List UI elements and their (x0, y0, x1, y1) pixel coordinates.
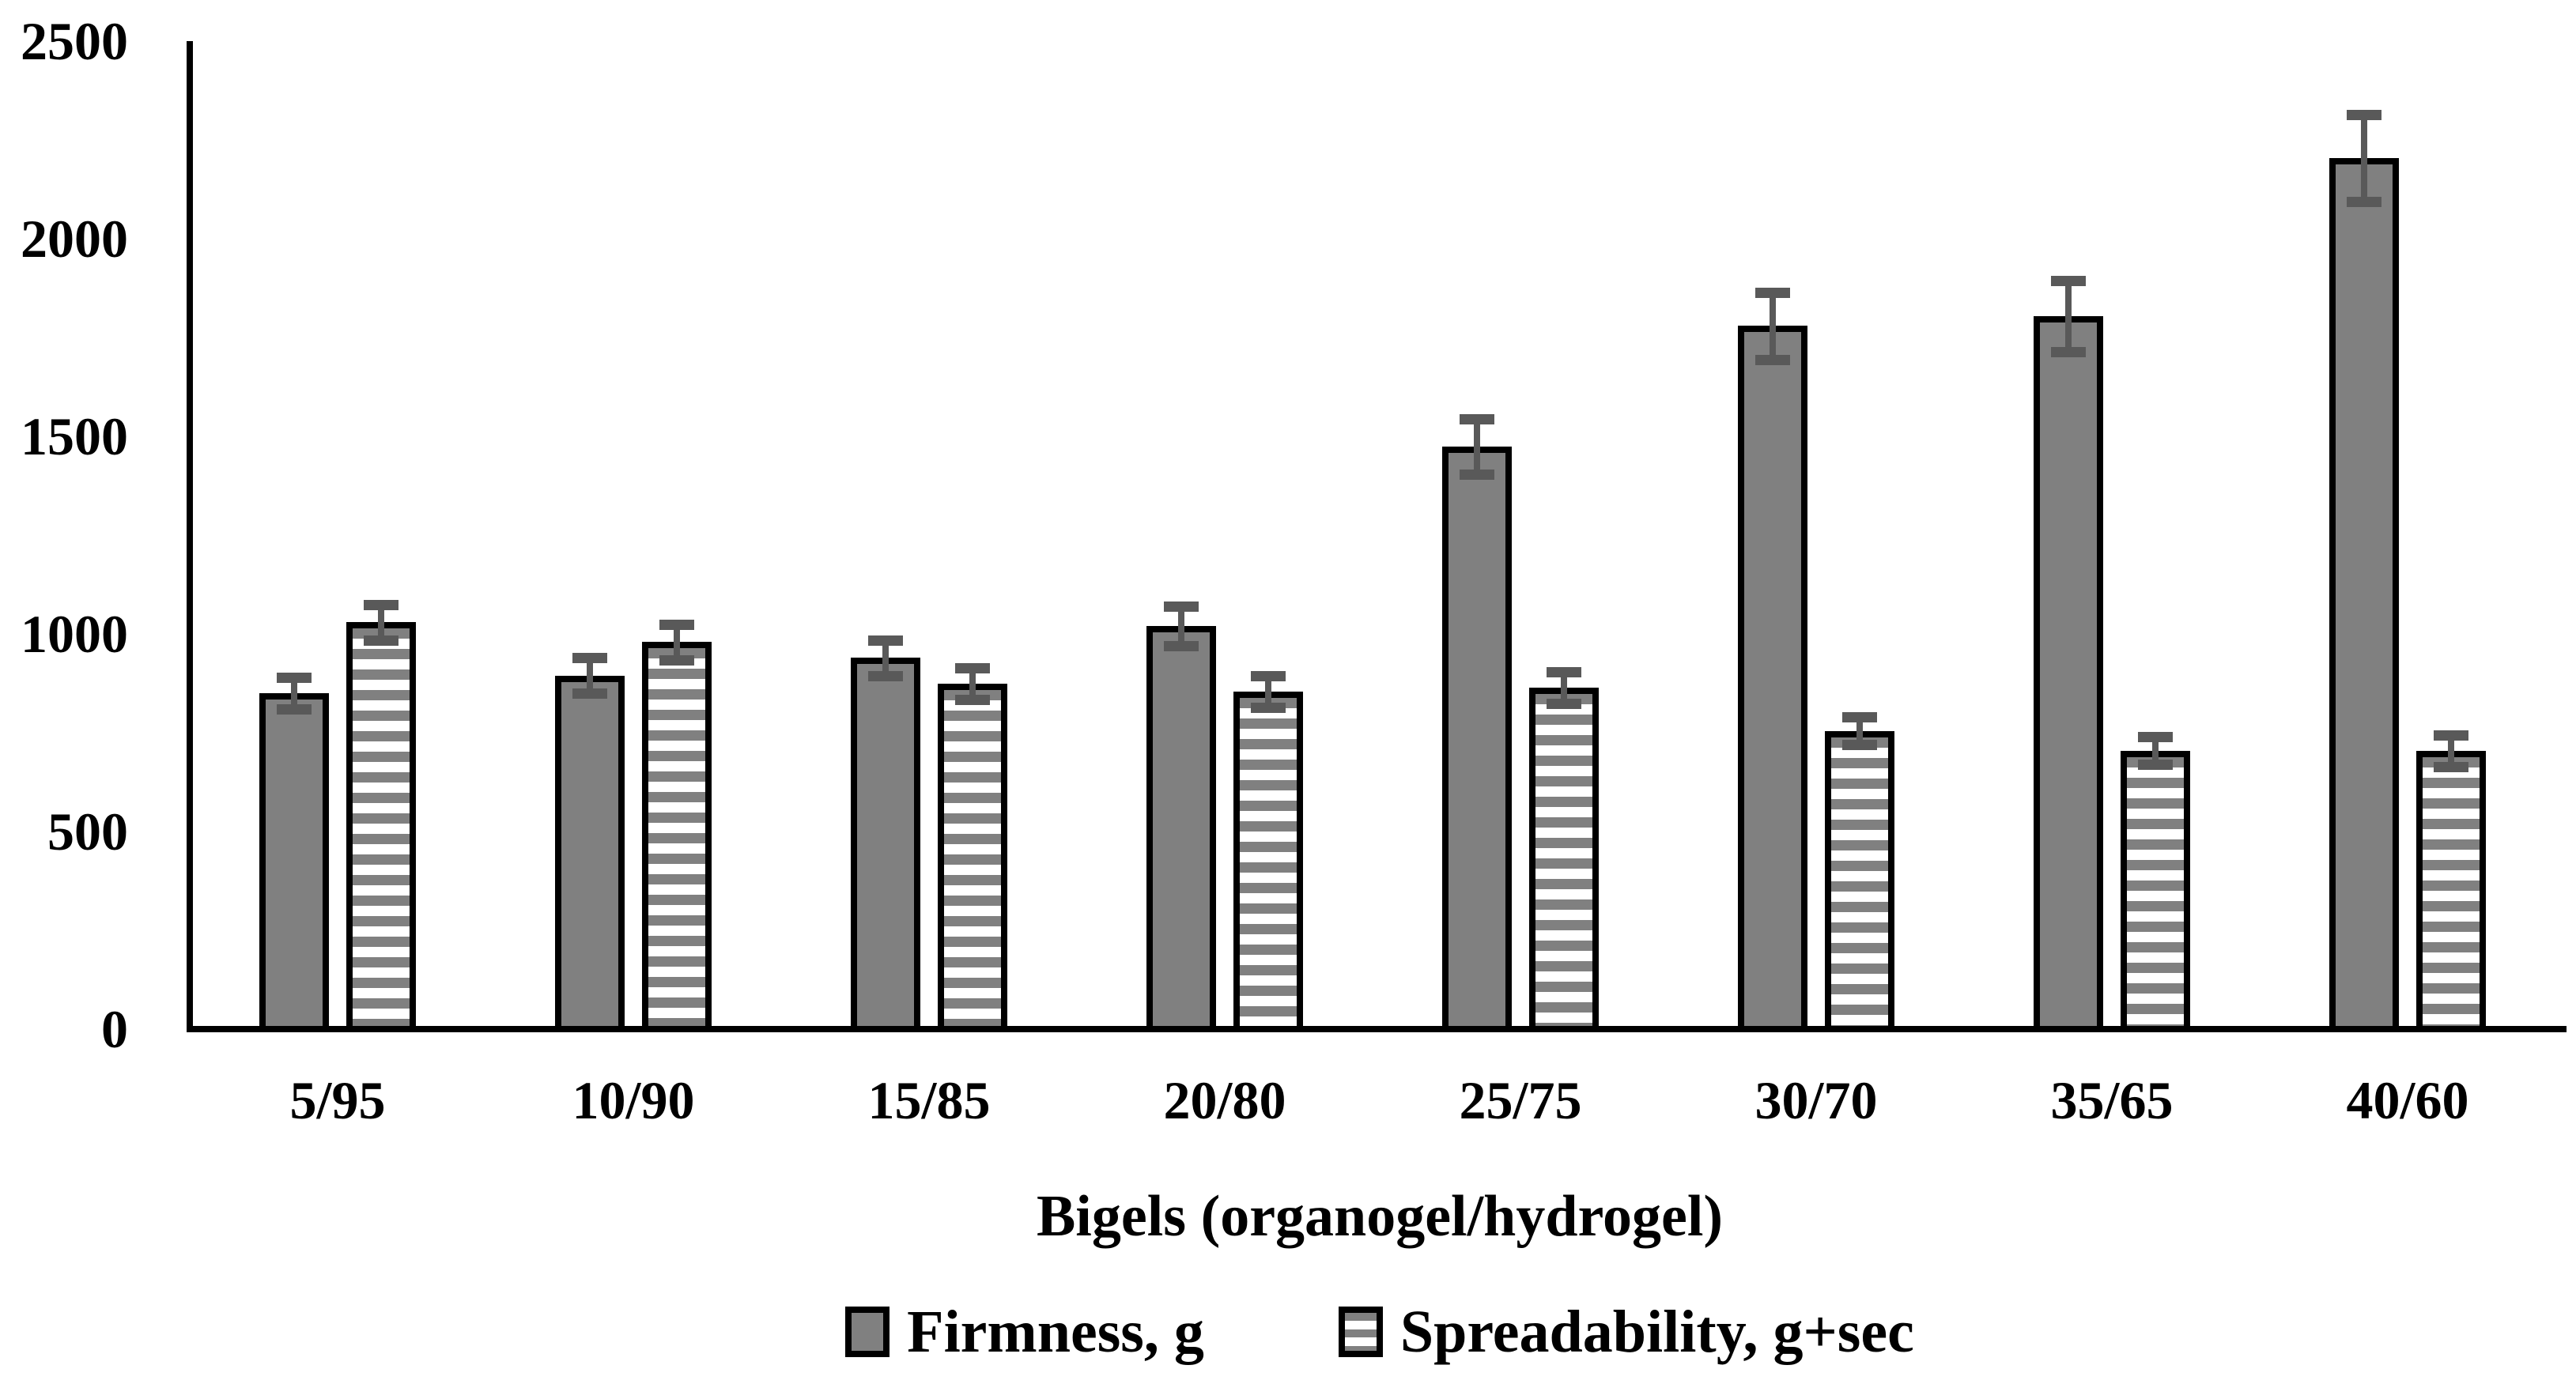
legend-entry-firmness: Firmness, g (845, 1300, 1204, 1363)
bar-solid-10/90 (555, 675, 625, 1032)
legend-label-spreadability: Spreadability, g+sec (1399, 1299, 1914, 1365)
x-axis-category-label: 40/60 (2346, 1070, 2469, 1130)
legend: Firmness, g Spreadability, g+sec (190, 1300, 2570, 1363)
error-bar-cap-top (1251, 670, 1286, 681)
error-bar-line (1265, 675, 1271, 707)
error-bar-cap-bottom (277, 704, 312, 715)
legend-entry-spreadability: Spreadability, g+sec (1338, 1299, 1914, 1365)
error-bar-cap-top (1755, 287, 1790, 298)
error-bar-line (291, 677, 297, 709)
error-bar-cap-top (868, 635, 903, 646)
error-bar-line (1474, 418, 1480, 474)
error-bar-cap-top (1164, 601, 1199, 612)
bar-solid-5/95 (259, 693, 329, 1032)
error-bar-cap-bottom (1842, 740, 1877, 750)
error-bar-cap-top (572, 653, 607, 663)
error-bar-cap-bottom (1755, 354, 1790, 365)
x-axis-category-label: 15/85 (867, 1070, 991, 1130)
bar-solid-25/75 (1442, 446, 1512, 1032)
error-bar-cap-bottom (2138, 760, 2173, 770)
error-bar-cap-bottom (659, 654, 694, 666)
y-axis-tick-label: 1000 (21, 604, 128, 664)
error-bar-cap-top (1460, 413, 1494, 424)
error-bar-line (882, 639, 889, 676)
error-bar-cap-top (2138, 732, 2173, 742)
error-bar-cap-bottom (1460, 469, 1494, 480)
error-bar-cap-bottom (1251, 702, 1286, 713)
error-bar-cap-top (277, 673, 312, 683)
bar-striped-40/60 (2416, 750, 2486, 1032)
error-bar-cap-bottom (2434, 761, 2468, 772)
error-bar-cap-bottom (364, 635, 398, 646)
error-bar-cap-bottom (2051, 346, 2086, 357)
bar-solid-35/65 (2034, 315, 2103, 1032)
legend-label-firmness: Firmness, g (907, 1299, 1204, 1365)
x-axis-category-label: 20/80 (1163, 1070, 1286, 1130)
x-axis-title: Bigels (organogel/hydrogel) (1036, 1184, 1724, 1249)
error-bar-line (378, 604, 384, 640)
error-bar-line (1561, 671, 1567, 703)
error-bar-cap-bottom (572, 688, 607, 699)
error-bar-cap-top (2347, 109, 2381, 120)
error-bar-cap-bottom (868, 670, 903, 681)
error-bar-line (674, 624, 680, 660)
y-axis-tick-label: 500 (47, 801, 128, 862)
error-bar-cap-top (1547, 666, 1581, 677)
y-axis-tick-label: 2000 (21, 209, 128, 269)
error-bar-line (2152, 737, 2159, 764)
bar-solid-30/70 (1738, 326, 1807, 1032)
x-axis-category-label: 5/95 (289, 1070, 386, 1130)
error-bar-line (1178, 606, 1184, 646)
x-axis-category-label: 25/75 (1459, 1070, 1582, 1130)
y-axis-tick-label: 0 (101, 999, 128, 1059)
bar-solid-20/80 (1146, 626, 1216, 1032)
bar-striped-5/95 (346, 622, 416, 1032)
y-axis-tick-label: 1500 (21, 406, 128, 466)
firmness-swatch-icon (845, 1307, 890, 1357)
y-axis-line (187, 41, 193, 1032)
error-bar-line (1770, 292, 1776, 360)
bar-solid-40/60 (2329, 157, 2399, 1032)
bar-striped-35/65 (2121, 750, 2190, 1032)
x-axis-category-label: 30/70 (1754, 1070, 1878, 1130)
bar-striped-10/90 (642, 642, 712, 1032)
error-bar-cap-top (955, 662, 990, 673)
x-axis-line (187, 1026, 2567, 1032)
error-bar-cap-top (2434, 730, 2468, 741)
error-bar-cap-bottom (1547, 698, 1581, 709)
spreadability-swatch-icon (1338, 1307, 1383, 1357)
error-bar-cap-bottom (2347, 196, 2381, 207)
error-bar-line (969, 667, 976, 700)
error-bar-cap-top (1842, 712, 1877, 722)
error-bar-line (2361, 114, 2367, 202)
error-bar-line (587, 658, 593, 693)
error-bar-cap-bottom (955, 694, 990, 705)
error-bar-cap-top (2051, 275, 2086, 286)
error-bar-cap-top (659, 619, 694, 630)
bar-striped-20/80 (1233, 691, 1303, 1032)
error-bar-line (1856, 717, 1863, 745)
error-bar-cap-bottom (1164, 641, 1199, 651)
x-axis-category-label: 35/65 (2050, 1070, 2174, 1130)
bar-solid-15/85 (851, 658, 920, 1032)
y-axis-tick-label: 2500 (21, 11, 128, 71)
error-bar-line (2448, 734, 2454, 767)
error-bar-cap-top (364, 599, 398, 610)
bar-striped-30/70 (1825, 730, 1894, 1032)
bar-striped-15/85 (938, 683, 1007, 1032)
x-axis-category-label: 10/90 (572, 1070, 695, 1130)
bar-striped-25/75 (1529, 687, 1599, 1032)
error-bar-line (2065, 280, 2072, 352)
